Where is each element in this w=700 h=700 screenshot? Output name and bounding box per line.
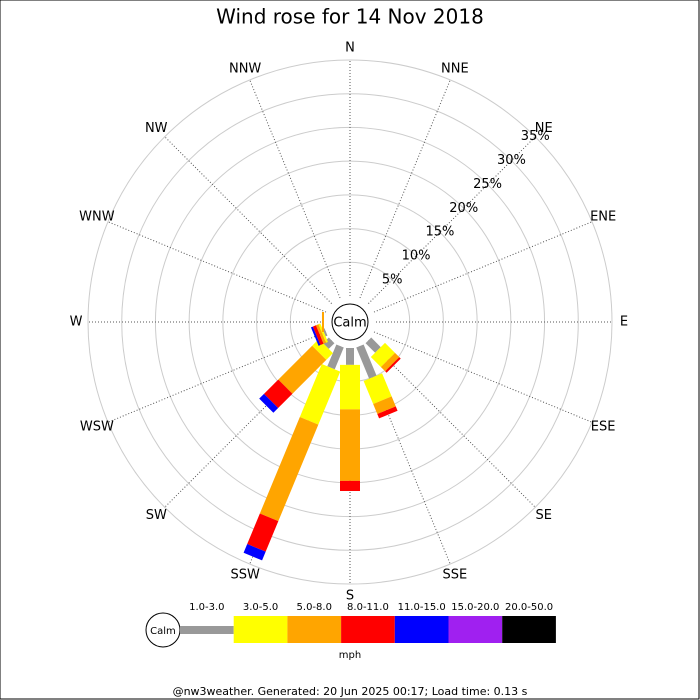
bar-segment bbox=[243, 544, 266, 561]
direction-label: ESE bbox=[591, 419, 616, 434]
bar-segment bbox=[323, 337, 335, 349]
direction-label: E bbox=[620, 315, 628, 330]
legend-swatch bbox=[394, 616, 449, 643]
direction-label: WSW bbox=[80, 419, 114, 434]
bar-segment bbox=[312, 339, 333, 360]
legend-swatch bbox=[180, 626, 234, 634]
direction-label: NW bbox=[145, 121, 168, 136]
bar-segment bbox=[370, 342, 396, 368]
bar-segment bbox=[340, 364, 360, 410]
grid-ring bbox=[87, 59, 613, 585]
spoke bbox=[373, 221, 593, 313]
bar-segment bbox=[312, 325, 324, 346]
grid-ring bbox=[121, 93, 579, 551]
bar-segment bbox=[346, 348, 354, 365]
direction-label: ENE bbox=[590, 210, 616, 225]
bar-segment bbox=[278, 345, 327, 394]
direction-label: S bbox=[346, 589, 354, 604]
direction-label: NNW bbox=[229, 61, 261, 76]
legend-swatch bbox=[341, 616, 395, 643]
legend-label: 3.0-5.0 bbox=[243, 602, 278, 613]
legend-swatch bbox=[448, 616, 503, 643]
direction-label: SE bbox=[536, 508, 552, 523]
r-tick-label: 5% bbox=[382, 272, 403, 287]
bar-segment bbox=[299, 363, 341, 425]
legend-label: 20.0-50.0 bbox=[505, 602, 553, 613]
bar-segment bbox=[363, 373, 392, 405]
legend-swatch bbox=[287, 616, 342, 643]
r-tick-label: 20% bbox=[449, 201, 478, 216]
bar-segment bbox=[263, 379, 293, 409]
bar-segment bbox=[340, 480, 360, 491]
bar-segment bbox=[377, 406, 398, 419]
bar-segment bbox=[315, 324, 327, 344]
bar-segment bbox=[385, 357, 401, 373]
calm-label: Calm bbox=[333, 316, 366, 331]
footer: @nw3weather. Generated: 20 Jun 2025 00:1… bbox=[173, 685, 528, 698]
legend-label: 8.0-11.0 bbox=[347, 602, 389, 613]
spoke bbox=[359, 79, 451, 299]
bar-segment bbox=[380, 352, 400, 372]
r-tick-label: 30% bbox=[497, 153, 526, 168]
bar-segment bbox=[356, 344, 377, 379]
direction-label: W bbox=[70, 315, 83, 330]
direction-label: SSW bbox=[230, 568, 260, 583]
calm-circle bbox=[331, 303, 369, 341]
direction-label: SSE bbox=[442, 568, 467, 583]
spoke bbox=[373, 331, 593, 423]
spoke bbox=[107, 221, 327, 313]
bar-segment bbox=[340, 409, 360, 481]
legend-label: 11.0-15.0 bbox=[398, 602, 446, 613]
bar-segment bbox=[247, 513, 279, 552]
direction-label: NE bbox=[535, 121, 553, 136]
legend-swatch bbox=[502, 616, 556, 643]
legend-label: 5.0-8.0 bbox=[297, 602, 332, 613]
legend-label: 15.0-20.0 bbox=[451, 602, 499, 613]
direction-label: NNE bbox=[441, 61, 469, 76]
legend-swatch bbox=[233, 616, 288, 643]
bar-segment bbox=[321, 312, 324, 332]
bar-segment bbox=[327, 344, 344, 370]
direction-label: WNW bbox=[79, 210, 115, 225]
spoke bbox=[164, 136, 332, 304]
spoke bbox=[107, 331, 327, 423]
bar-segment bbox=[310, 326, 321, 346]
direction-label: SW bbox=[146, 508, 167, 523]
direction-label: N bbox=[345, 41, 355, 56]
bar-segment bbox=[373, 396, 396, 415]
spoke bbox=[368, 340, 536, 508]
bar-segment bbox=[259, 393, 279, 413]
spoke bbox=[249, 79, 341, 299]
r-tick-label: 25% bbox=[473, 177, 502, 192]
bar-segment bbox=[365, 337, 381, 353]
spoke bbox=[368, 136, 536, 304]
bar-segment bbox=[318, 323, 328, 343]
chart-title: Wind rose for 14 Nov 2018 bbox=[216, 5, 484, 29]
legend-unit: mph bbox=[339, 650, 361, 661]
r-tick-label: 35% bbox=[521, 129, 550, 144]
bar-segment bbox=[259, 416, 319, 522]
r-tick-label: 15% bbox=[425, 225, 454, 240]
legend-calm-label: Calm bbox=[150, 626, 176, 637]
r-tick-label: 10% bbox=[402, 248, 431, 263]
legend-label: 1.0-3.0 bbox=[189, 602, 224, 613]
